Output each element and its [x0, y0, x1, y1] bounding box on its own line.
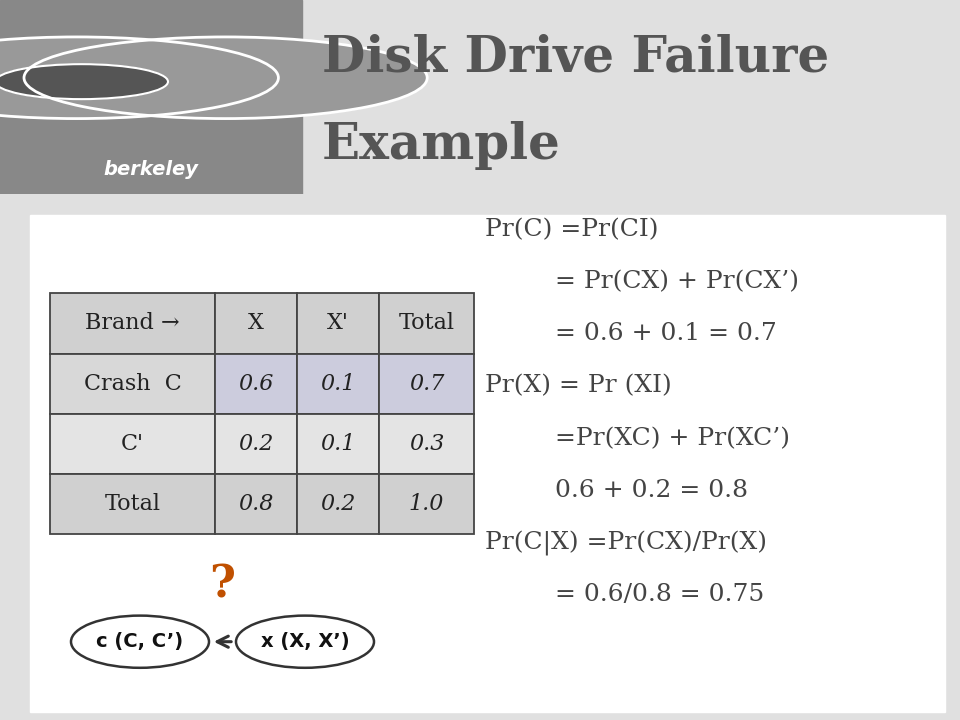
Text: = Pr(CX) + Pr(CX’): = Pr(CX) + Pr(CX’): [555, 270, 799, 293]
Bar: [379, 354, 474, 414]
Text: 1.0: 1.0: [409, 493, 444, 516]
Text: X: X: [248, 312, 264, 335]
Text: 0.2: 0.2: [321, 493, 356, 516]
Text: Pr(C) =Pr(CI): Pr(C) =Pr(CI): [485, 218, 659, 241]
Text: 0.6 + 0.2 = 0.8: 0.6 + 0.2 = 0.8: [555, 479, 748, 502]
Bar: [297, 414, 379, 474]
Bar: [215, 293, 297, 354]
Bar: [50, 293, 215, 354]
Text: = 0.6 + 0.1 = 0.7: = 0.6 + 0.1 = 0.7: [555, 323, 777, 346]
Text: 0.6: 0.6: [238, 373, 274, 395]
Text: Disk Drive Failure: Disk Drive Failure: [322, 34, 828, 83]
Circle shape: [0, 64, 168, 99]
Text: berkeley: berkeley: [104, 160, 199, 179]
Ellipse shape: [236, 616, 374, 668]
Bar: [50, 474, 215, 534]
Text: Pr(C|X) =Pr(CX)/Pr(X): Pr(C|X) =Pr(CX)/Pr(X): [485, 531, 767, 557]
Text: Pr(X) = Pr (XI): Pr(X) = Pr (XI): [485, 374, 672, 397]
Bar: [297, 474, 379, 534]
Text: Crash  C: Crash C: [84, 373, 181, 395]
Text: C': C': [121, 433, 144, 455]
FancyArrowPatch shape: [217, 636, 231, 647]
Bar: [379, 293, 474, 354]
Bar: [379, 474, 474, 534]
Text: 0.3: 0.3: [409, 433, 444, 455]
Bar: [215, 414, 297, 474]
Text: c (C, C’): c (C, C’): [96, 632, 183, 651]
Bar: [50, 414, 215, 474]
Bar: [297, 293, 379, 354]
Text: X': X': [327, 312, 349, 335]
Bar: [50, 354, 215, 414]
Text: =Pr(XC) + Pr(XC’): =Pr(XC) + Pr(XC’): [555, 427, 790, 450]
Text: 0.2: 0.2: [238, 433, 274, 455]
Text: Brand →: Brand →: [85, 312, 180, 335]
Text: 0.7: 0.7: [409, 373, 444, 395]
Ellipse shape: [71, 616, 209, 668]
Text: Example: Example: [322, 121, 561, 171]
Circle shape: [24, 37, 427, 119]
Text: Total: Total: [105, 493, 160, 516]
Circle shape: [0, 37, 278, 119]
Text: 0.1: 0.1: [321, 373, 356, 395]
Bar: [379, 414, 474, 474]
Text: x (X, X’): x (X, X’): [261, 632, 349, 651]
Text: Total: Total: [398, 312, 454, 335]
Text: 0.8: 0.8: [238, 493, 274, 516]
Text: ?: ?: [209, 564, 235, 606]
Bar: [215, 474, 297, 534]
Bar: [215, 354, 297, 414]
Bar: [297, 354, 379, 414]
Text: = 0.6/0.8 = 0.75: = 0.6/0.8 = 0.75: [555, 583, 764, 606]
Bar: [0, 0, 302, 194]
Text: 0.1: 0.1: [321, 433, 356, 455]
